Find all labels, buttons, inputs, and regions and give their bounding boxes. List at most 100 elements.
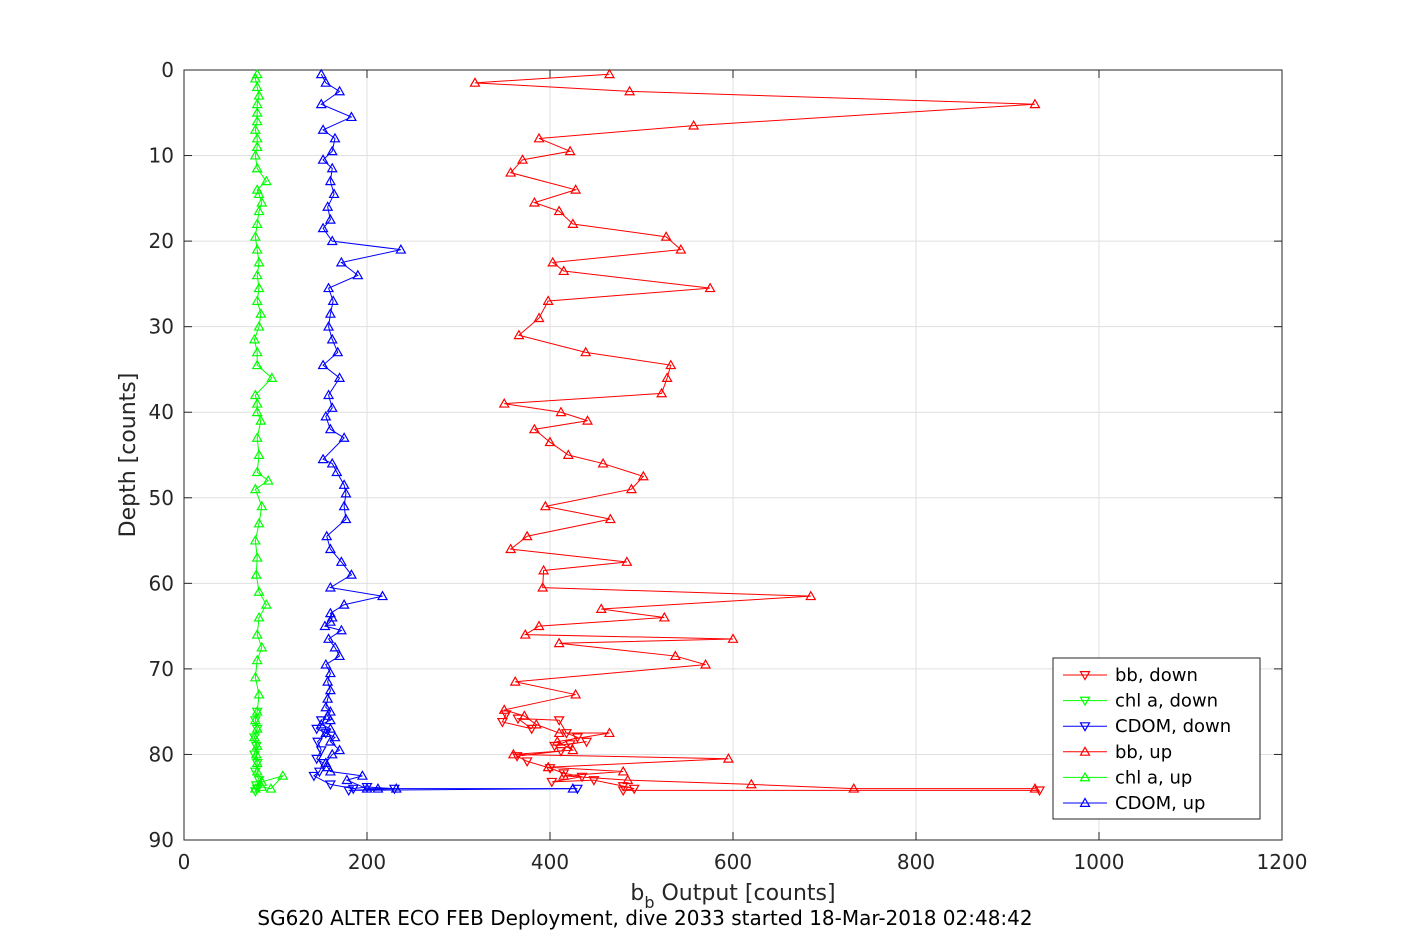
data-point bbox=[266, 372, 278, 382]
y-tick-label: 40 bbox=[149, 400, 174, 424]
data-point bbox=[323, 633, 335, 643]
data-point bbox=[251, 98, 263, 109]
data-point bbox=[251, 346, 263, 357]
data-point bbox=[323, 320, 335, 331]
data-point bbox=[656, 387, 668, 398]
axis-labels: Depth [counts] bb Output [counts] SG620 … bbox=[116, 373, 1033, 930]
data-point bbox=[517, 154, 529, 164]
legend-item: CDOM, down bbox=[1063, 716, 1231, 737]
data-point bbox=[521, 757, 533, 767]
data-point bbox=[251, 141, 263, 151]
data-point bbox=[562, 449, 574, 459]
y-tick-label: 80 bbox=[149, 742, 174, 766]
data-point bbox=[315, 718, 327, 729]
data-point bbox=[567, 744, 579, 755]
data-point bbox=[564, 145, 576, 156]
data-point bbox=[317, 759, 329, 769]
data-point bbox=[1029, 782, 1041, 793]
data-point bbox=[533, 312, 545, 323]
data-point bbox=[513, 329, 525, 340]
data-point bbox=[521, 530, 533, 541]
data-point bbox=[553, 637, 565, 648]
axis-ticks: 0 200 400 600 800 1000 1200 0 10 20 30 40 50 60 70 80 90 bbox=[149, 58, 1308, 874]
data-point bbox=[395, 243, 407, 254]
data-point bbox=[622, 774, 634, 785]
data-point bbox=[329, 731, 341, 742]
data-point bbox=[352, 269, 364, 280]
data-point bbox=[329, 132, 341, 143]
data-point bbox=[341, 774, 353, 785]
data-point bbox=[326, 402, 338, 412]
legend-item: bb, up bbox=[1063, 742, 1172, 763]
data-point bbox=[688, 119, 700, 130]
data-point bbox=[665, 359, 677, 370]
data-point bbox=[356, 770, 368, 780]
data-point bbox=[542, 295, 554, 305]
data-point bbox=[265, 782, 277, 793]
data-point bbox=[317, 222, 329, 233]
legend-box bbox=[1052, 657, 1261, 820]
data-point bbox=[308, 771, 320, 782]
data-point bbox=[317, 453, 329, 464]
data-point bbox=[539, 500, 551, 511]
data-point bbox=[469, 77, 481, 87]
data-point bbox=[661, 372, 673, 382]
data-point bbox=[507, 748, 519, 759]
x-tick-label: 1200 bbox=[1257, 850, 1308, 874]
data-point bbox=[345, 569, 357, 579]
data-point bbox=[335, 624, 347, 635]
data-point bbox=[249, 483, 261, 494]
data-point bbox=[260, 599, 272, 609]
x-tick-label: 200 bbox=[348, 850, 386, 874]
legend-marker bbox=[1079, 797, 1091, 807]
data-point bbox=[580, 346, 592, 357]
data-point bbox=[533, 620, 545, 631]
data-point bbox=[338, 500, 350, 511]
data-point bbox=[324, 780, 336, 791]
data-point bbox=[372, 782, 384, 793]
data-point bbox=[253, 517, 265, 528]
data-point bbox=[326, 457, 338, 468]
data-point bbox=[251, 654, 263, 665]
x-axis-label-subscript: b bbox=[644, 893, 654, 912]
data-point bbox=[251, 162, 263, 173]
data-point bbox=[256, 641, 268, 652]
data-point bbox=[581, 415, 594, 425]
series-5 bbox=[315, 68, 579, 793]
data-point bbox=[1029, 98, 1041, 109]
legend: bb, down chl a, down CDOM, down bb, up chl a… bbox=[1052, 657, 1261, 820]
legend-label: chl a, up bbox=[1115, 767, 1192, 788]
data-point bbox=[533, 132, 545, 143]
data-point bbox=[528, 196, 540, 207]
data-point bbox=[581, 737, 593, 748]
data-point bbox=[253, 256, 265, 267]
data-point bbox=[530, 718, 542, 729]
data-point bbox=[249, 782, 261, 793]
data-point bbox=[518, 710, 530, 720]
data-point bbox=[324, 667, 336, 678]
data-point bbox=[260, 175, 272, 186]
data-point bbox=[498, 397, 510, 408]
data-point bbox=[324, 308, 336, 318]
data-point bbox=[848, 782, 860, 793]
x-tick-label: 800 bbox=[897, 850, 935, 874]
data-point bbox=[326, 145, 338, 156]
data-point bbox=[558, 769, 570, 779]
data-point bbox=[496, 717, 508, 728]
data-point bbox=[251, 115, 263, 126]
data-point bbox=[542, 761, 554, 772]
data-point bbox=[251, 628, 263, 639]
data-point bbox=[249, 231, 261, 241]
data-point bbox=[544, 764, 556, 774]
data-point bbox=[320, 410, 332, 421]
data-point bbox=[669, 650, 681, 661]
data-point bbox=[326, 235, 338, 246]
data-point bbox=[323, 282, 335, 293]
legend-marker bbox=[1079, 696, 1091, 707]
data-point bbox=[727, 633, 739, 643]
data-point bbox=[509, 676, 521, 686]
data-point bbox=[334, 85, 346, 96]
data-point bbox=[361, 782, 373, 793]
data-point bbox=[390, 782, 402, 793]
